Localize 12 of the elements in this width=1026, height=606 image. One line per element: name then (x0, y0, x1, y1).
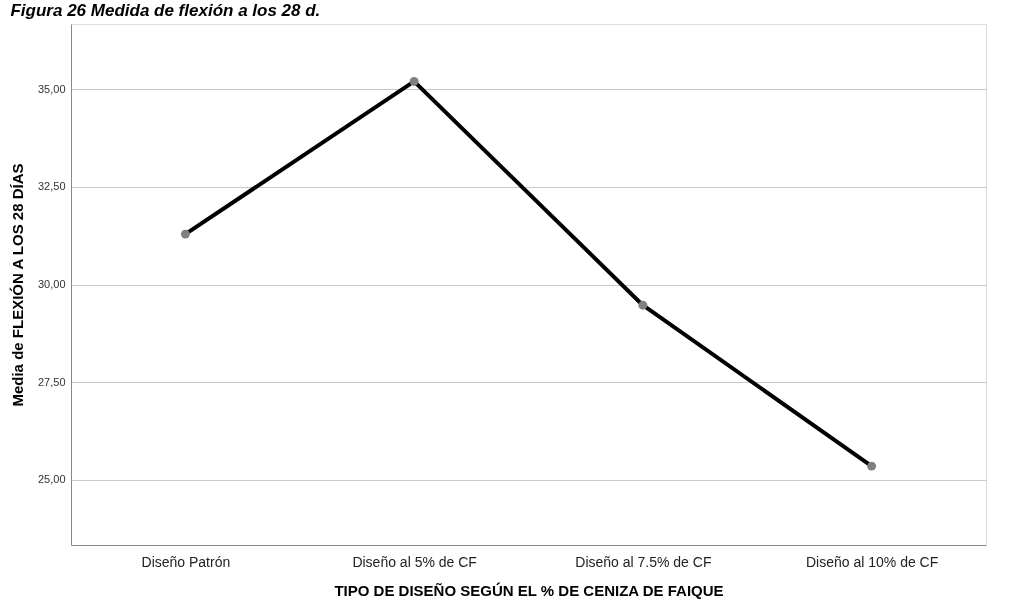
y-tick-label: 35,00 (37, 82, 66, 95)
y-tick-label: 30,00 (37, 278, 66, 290)
x-tick-label: Diseño al 10% de CF (805, 553, 939, 570)
x-tick-label: Diseño al 7.5% de CF (575, 553, 712, 570)
x-axis-title: TIPO DE DISEÑO SEGÚN EL % DE CENIZA DE FAIQUE (334, 581, 724, 599)
y-tick-label: 32,50 (37, 180, 66, 193)
x-tick-label: Diseño al 5% de CF (352, 553, 477, 570)
y-axis-title: Media de FLEXIÓN A LOS 28 DÍAS (8, 163, 26, 407)
chart-title: Figura 26 Medida de flexión a los 28 d. (10, 1, 321, 20)
x-tick-label: Diseño Patrón (141, 553, 231, 570)
y-tick-label: 27,50 (37, 375, 66, 388)
y-tick-label: 25,00 (37, 473, 66, 486)
